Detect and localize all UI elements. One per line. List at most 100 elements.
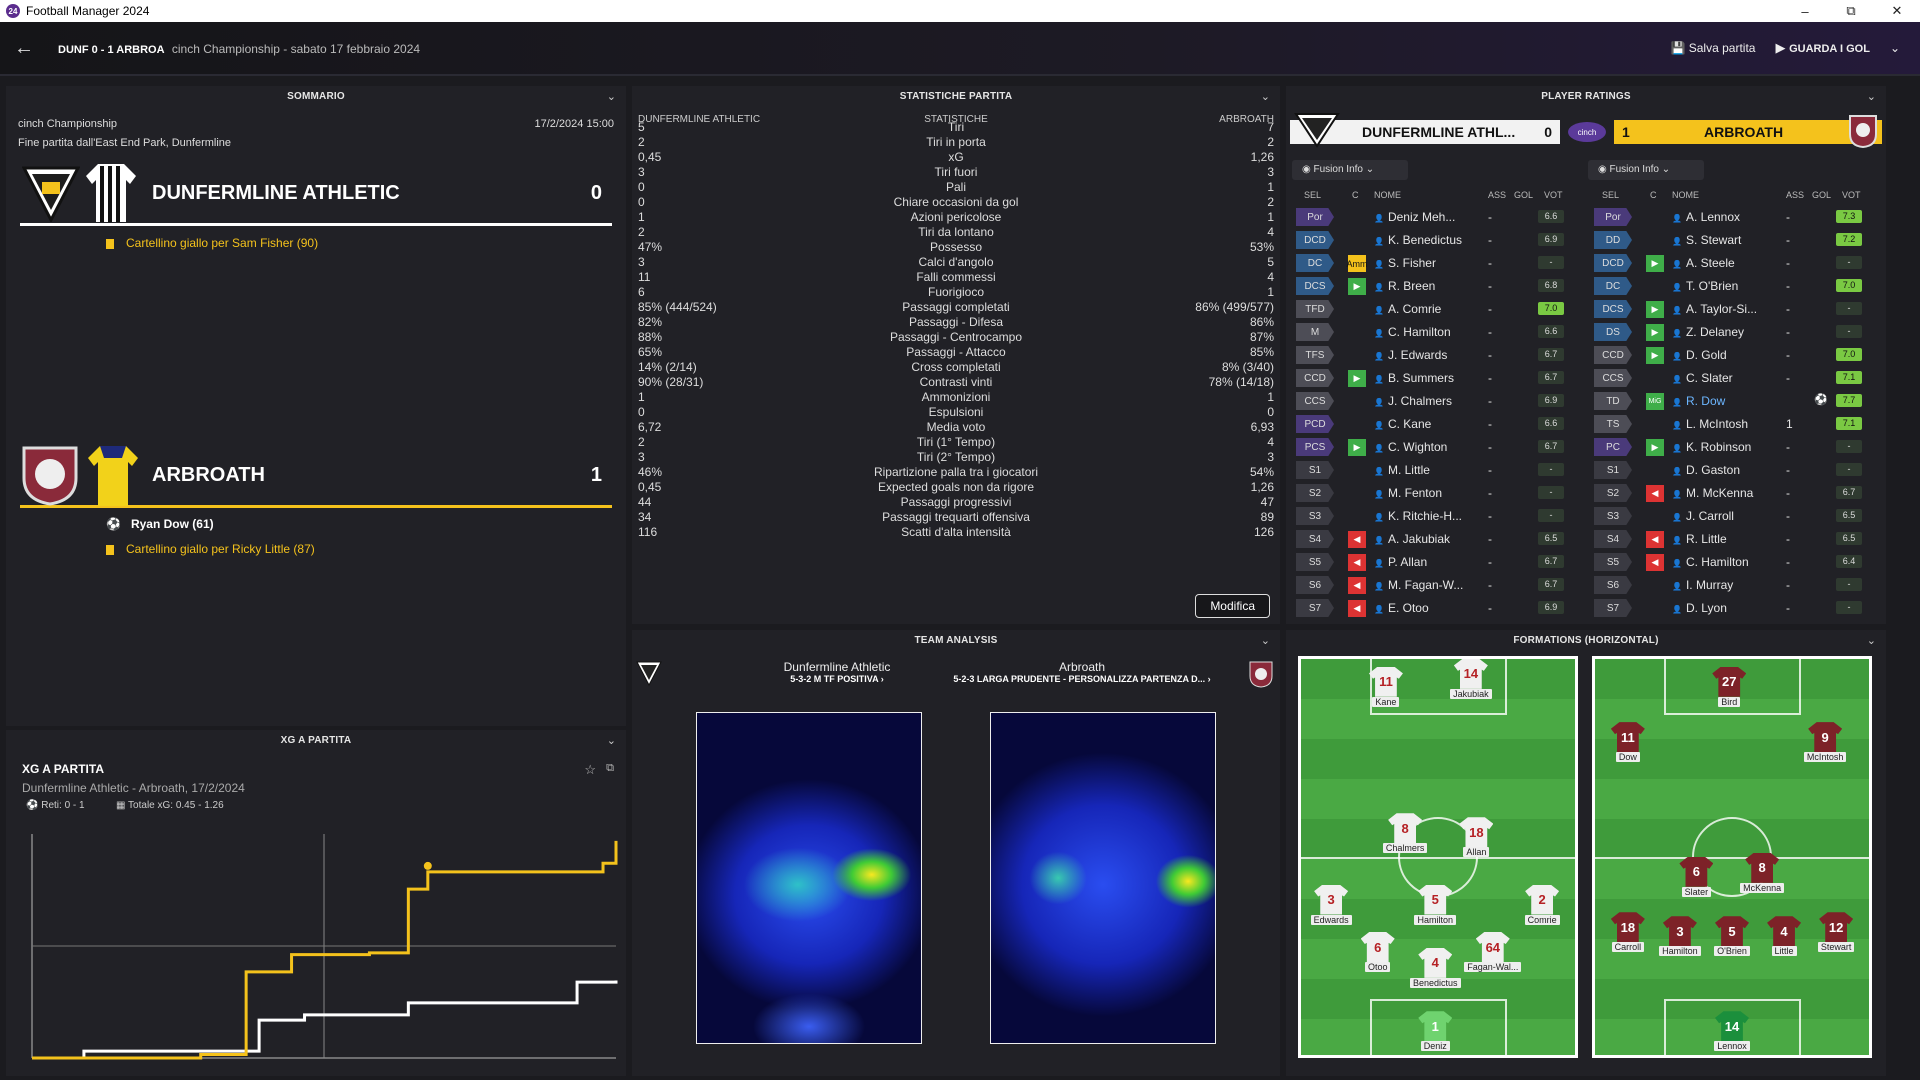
ratings-col-vot[interactable]: VOT — [1842, 190, 1861, 200]
chevron-down-icon[interactable]: ⌄ — [1866, 635, 1876, 647]
player-name[interactable]: K. Benedictus — [1374, 233, 1462, 247]
player-name[interactable]: A. Taylor-Si... — [1672, 302, 1757, 316]
away-tactic-link[interactable]: 5-2-3 LARGA PRUDENTE - PERSONALIZZA PART… — [953, 674, 1211, 684]
close-icon[interactable]: ✕ — [1891, 3, 1903, 18]
player-rating-row[interactable]: TD MiG R. Dow ⚽ 7.7 — [1588, 390, 1878, 413]
formation-player[interactable]: 8 McKenna — [1732, 852, 1792, 893]
player-name[interactable]: D. Gaston — [1672, 463, 1740, 477]
player-rating-row[interactable]: S4 ◀ A. Jakubiak - 6.5 — [1290, 528, 1580, 551]
player-name[interactable]: A. Jakubiak — [1374, 532, 1450, 546]
player-rating-row[interactable]: S7 D. Lyon - - — [1588, 597, 1878, 620]
formation-player[interactable]: 64 Fagan-Wal... — [1463, 932, 1523, 973]
player-rating-row[interactable]: CCD ▶ D. Gold - 7.0 — [1588, 344, 1878, 367]
player-rating-row[interactable]: M C. Hamilton - 6.6 — [1290, 321, 1580, 344]
formation-player[interactable]: 14 Lennox — [1702, 1011, 1762, 1052]
player-name[interactable]: J. Chalmers — [1374, 394, 1452, 408]
player-name[interactable]: R. Little — [1672, 532, 1727, 546]
formation-player[interactable]: 11 Kane — [1356, 666, 1416, 707]
player-name[interactable]: S. Stewart — [1672, 233, 1741, 247]
player-rating-row[interactable]: S5 ◀ C. Hamilton - 6.4 — [1588, 551, 1878, 574]
formation-player[interactable]: 14 Jakubiak — [1441, 658, 1501, 699]
watch-goals-button[interactable]: ▶ GUARDA I GOL — [1775, 40, 1870, 55]
player-name[interactable]: Z. Delaney — [1672, 325, 1744, 339]
player-name[interactable]: E. Otoo — [1374, 601, 1429, 615]
player-rating-row[interactable]: DCD ▶ A. Steele - - — [1588, 252, 1878, 275]
home-tactic-link[interactable]: 5-3-2 M TF POSITIVA › — [790, 674, 884, 684]
player-name[interactable]: D. Lyon — [1672, 601, 1727, 615]
maximize-icon[interactable]: ⧉ — [1846, 3, 1856, 18]
player-name[interactable]: M. Little — [1374, 463, 1430, 477]
player-rating-row[interactable]: CCD ▶ B. Summers - 6.7 — [1290, 367, 1580, 390]
formation-player[interactable]: 18 Carroll — [1598, 912, 1658, 953]
player-rating-row[interactable]: DD S. Stewart - 7.2 — [1588, 229, 1878, 252]
formation-player[interactable]: 4 Little — [1754, 916, 1814, 957]
formation-player[interactable]: 5 O'Brien — [1702, 916, 1762, 957]
player-name[interactable]: C. Wighton — [1374, 440, 1447, 454]
player-rating-row[interactable]: DCS ▶ R. Breen - 6.8 — [1290, 275, 1580, 298]
away-team-name[interactable]: ARBROATH — [152, 464, 265, 486]
formation-player[interactable]: 12 Stewart — [1806, 912, 1866, 953]
player-name[interactable]: K. Ritchie-H... — [1374, 509, 1462, 523]
chevron-down-icon[interactable]: ⌄ — [606, 91, 616, 103]
formation-player[interactable]: 2 Comrie — [1512, 884, 1572, 925]
player-rating-row[interactable]: DS ▶ Z. Delaney - - — [1588, 321, 1878, 344]
chevron-down-icon[interactable]: ⌄ — [1260, 91, 1270, 103]
ratings-col-gol[interactable]: GOL — [1514, 190, 1534, 200]
ratings-col-vot[interactable]: VOT — [1544, 190, 1563, 200]
formation-player[interactable]: 3 Hamilton — [1650, 916, 1710, 957]
player-name[interactable]: J. Carroll — [1672, 509, 1734, 523]
player-rating-row[interactable]: DC Amm S. Fisher - - — [1290, 252, 1580, 275]
popout-icon[interactable]: ⧉ — [606, 762, 614, 774]
player-name[interactable]: A. Comrie — [1374, 302, 1441, 316]
player-name[interactable]: K. Robinson — [1672, 440, 1751, 454]
formation-player[interactable]: 6 Otoo — [1348, 932, 1408, 973]
player-rating-row[interactable]: DCD K. Benedictus - 6.9 — [1290, 229, 1580, 252]
formation-player[interactable]: 27 Bird — [1699, 666, 1759, 707]
player-name[interactable]: C. Hamilton — [1374, 325, 1451, 339]
formation-player[interactable]: 8 Chalmers — [1375, 813, 1435, 854]
back-arrow-icon[interactable]: ← — [14, 36, 34, 59]
home-team-name[interactable]: DUNFERMLINE ATHLETIC — [152, 182, 400, 204]
player-rating-row[interactable]: PCD C. Kane - 6.6 — [1290, 413, 1580, 436]
ratings-col-sel[interactable]: SEL — [1602, 190, 1620, 200]
ratings-col-nome[interactable]: NOME — [1374, 190, 1401, 200]
player-name[interactable]: A. Lennox — [1672, 210, 1740, 224]
player-rating-row[interactable]: S7 ◀ E. Otoo - 6.9 — [1290, 597, 1580, 620]
player-rating-row[interactable]: Por A. Lennox - 7.3 — [1588, 206, 1878, 229]
player-name[interactable]: B. Summers — [1374, 371, 1454, 385]
chevron-down-icon[interactable]: ⌄ — [1866, 91, 1876, 103]
player-name[interactable]: M. Fenton — [1374, 486, 1442, 500]
player-rating-row[interactable]: TFS J. Edwards - 6.7 — [1290, 344, 1580, 367]
ratings-col-ass[interactable]: ASS — [1786, 190, 1805, 200]
ratings-col-gol[interactable]: GOL — [1812, 190, 1832, 200]
chevron-down-icon[interactable]: ⌄ — [1889, 41, 1900, 55]
formation-player[interactable]: 11 Dow — [1598, 722, 1658, 763]
player-name[interactable]: C. Hamilton — [1672, 555, 1749, 569]
player-rating-row[interactable]: PCS ▶ C. Wighton - 6.7 — [1290, 436, 1580, 459]
edit-stats-button[interactable]: Modifica — [1195, 594, 1270, 618]
formation-player[interactable]: 4 Benedictus — [1405, 947, 1465, 988]
player-rating-row[interactable]: S1 M. Little - - — [1290, 459, 1580, 482]
player-name[interactable]: D. Gold — [1672, 348, 1727, 362]
player-name[interactable]: J. Edwards — [1374, 348, 1447, 362]
player-rating-row[interactable]: CCS J. Chalmers - 6.9 — [1290, 390, 1580, 413]
player-name[interactable]: C. Slater — [1672, 371, 1733, 385]
player-name[interactable]: L. McIntosh — [1672, 417, 1748, 431]
star-icon[interactable]: ☆ — [584, 762, 596, 777]
player-rating-row[interactable]: S4 ◀ R. Little - 6.5 — [1588, 528, 1878, 551]
player-rating-row[interactable]: S3 J. Carroll - 6.5 — [1588, 505, 1878, 528]
player-name[interactable]: P. Allan — [1374, 555, 1427, 569]
player-name[interactable]: R. Breen — [1374, 279, 1435, 293]
formation-player[interactable]: 3 Edwards — [1301, 884, 1361, 925]
chevron-down-icon[interactable]: ⌄ — [606, 735, 616, 747]
player-name[interactable]: A. Steele — [1672, 256, 1735, 270]
player-rating-row[interactable]: PC ▶ K. Robinson - - — [1588, 436, 1878, 459]
player-name[interactable]: R. Dow — [1672, 394, 1725, 408]
player-name[interactable]: T. O'Brien — [1672, 279, 1738, 293]
player-name[interactable]: M. Fagan-W... — [1374, 578, 1463, 592]
formation-player[interactable]: 5 Hamilton — [1405, 884, 1465, 925]
formation-player[interactable]: 6 Slater — [1666, 856, 1726, 897]
ratings-col-c[interactable]: C — [1352, 190, 1359, 200]
ratings-col-c[interactable]: C — [1650, 190, 1657, 200]
player-rating-row[interactable]: S5 ◀ P. Allan - 6.7 — [1290, 551, 1580, 574]
